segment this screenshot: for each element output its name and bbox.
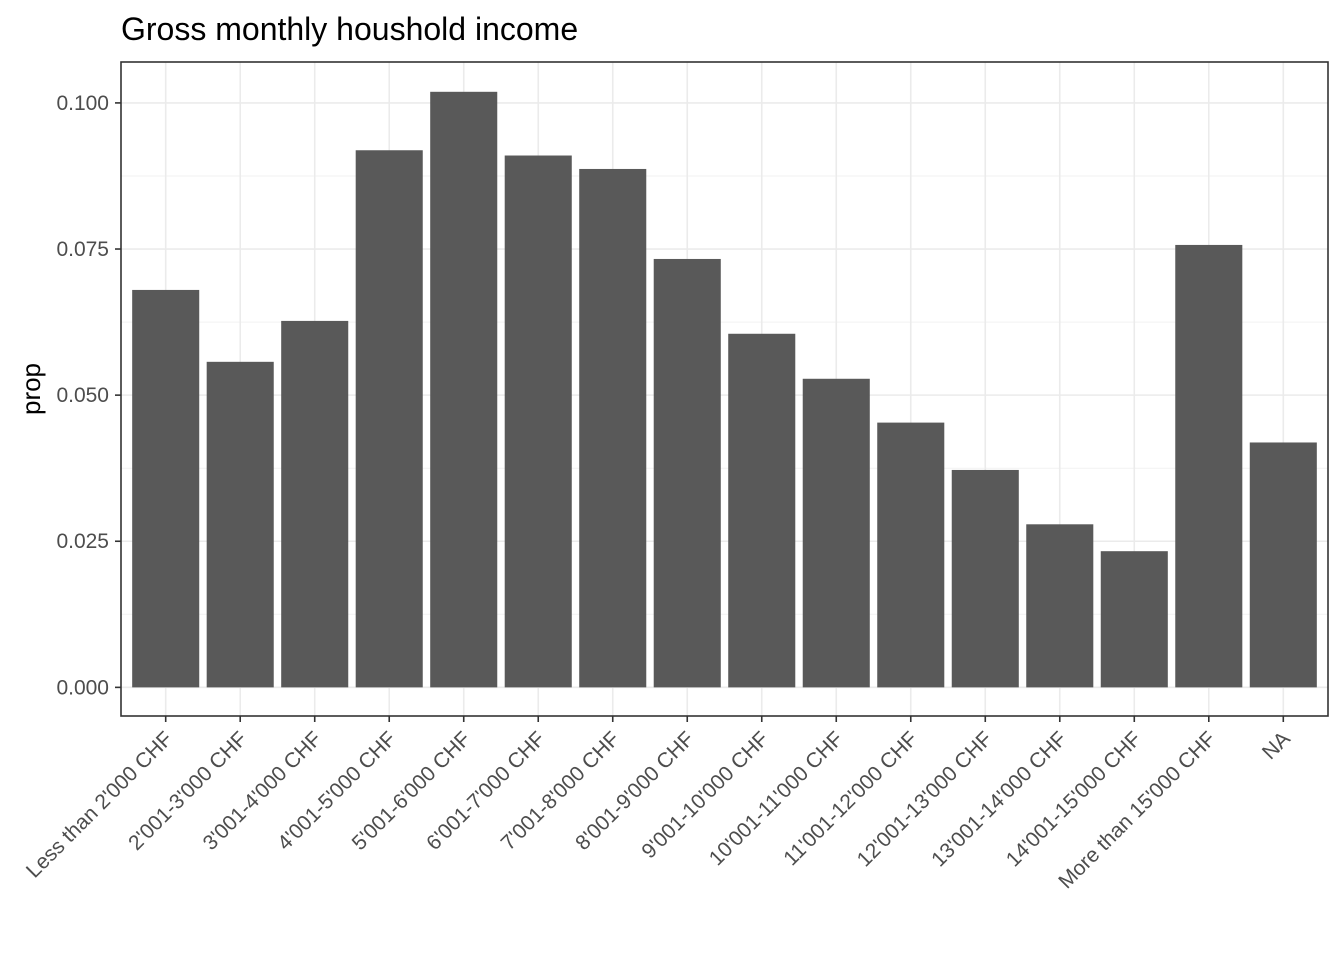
- x-tick-label: 13'001-14'000 CHF: [927, 727, 1071, 871]
- bar: [355, 150, 423, 688]
- bar: [1249, 442, 1317, 688]
- x-tick-label: 10'001-11'000 CHF: [705, 727, 848, 870]
- bar: [802, 378, 870, 688]
- bar: [504, 155, 572, 688]
- x-tick-label: 12'001-13'000 CHF: [853, 727, 997, 871]
- y-axis: 0.000 0.025 0.050 0.075 0.100: [56, 92, 121, 699]
- bars: [132, 91, 1317, 688]
- x-tick-label: Less than 2'000 CHF: [22, 727, 177, 882]
- bar: [579, 168, 647, 688]
- bar: [951, 469, 1019, 688]
- y-tick-label: 0.000: [56, 676, 109, 699]
- panel-border: [120, 61, 1329, 717]
- x-tick-label: 9'001-10'000 CHF: [637, 727, 773, 863]
- x-tick-label: 11'001-12'000 CHF: [779, 727, 922, 870]
- y-tick-label: 0.025: [56, 530, 109, 553]
- bar: [877, 422, 945, 688]
- x-tick-label: NA: [1258, 727, 1295, 764]
- y-tick-label: 0.050: [56, 384, 109, 407]
- bar: [728, 333, 796, 688]
- x-tick-label: More than 15'000 CHF: [1054, 727, 1220, 893]
- y-axis-label: prop: [16, 363, 46, 415]
- bar: [653, 258, 721, 688]
- x-tick-label: 14'001-15'000 CHF: [1002, 727, 1146, 871]
- chart-title: Gross monthly houshold income: [121, 11, 578, 47]
- bar: [1026, 524, 1094, 688]
- bar: [1175, 244, 1243, 688]
- bar: [1100, 551, 1168, 688]
- bar: [132, 289, 200, 688]
- bar: [281, 320, 349, 688]
- bar: [206, 361, 274, 688]
- y-tick-label: 0.100: [56, 92, 109, 115]
- bar: [430, 91, 498, 688]
- y-tick-label: 0.075: [56, 238, 109, 261]
